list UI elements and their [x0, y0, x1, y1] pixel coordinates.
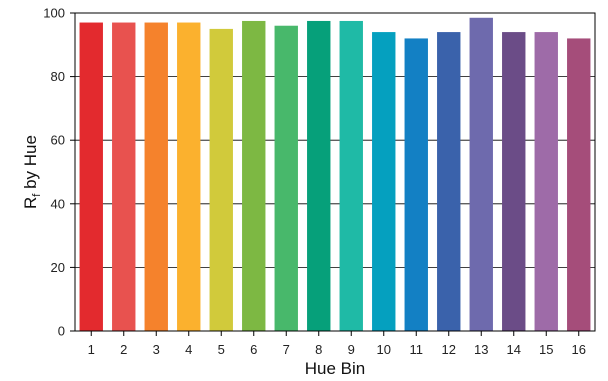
y-axis-title-main: R — [21, 197, 40, 209]
x-tick-label: 5 — [218, 342, 225, 357]
x-tick-label: 14 — [507, 342, 521, 357]
y-axis-title: Rf by Hue — [21, 135, 43, 209]
y-tick-label: 20 — [51, 260, 65, 275]
x-tick-label: 9 — [348, 342, 355, 357]
bar-hue-bin-12 — [437, 32, 461, 331]
y-axis-title-subscript: f — [31, 193, 43, 197]
bars — [79, 17, 591, 332]
bar-hue-bin-11 — [404, 38, 428, 331]
bar-hue-bin-5 — [209, 28, 233, 332]
x-tick-label: 6 — [250, 342, 257, 357]
x-tick-label: 7 — [283, 342, 290, 357]
y-tick-label: 0 — [58, 324, 65, 339]
bar-hue-bin-4 — [177, 22, 201, 331]
x-tick-label: 10 — [377, 342, 391, 357]
bar-hue-bin-1 — [79, 22, 103, 331]
x-axis-title: Hue Bin — [305, 359, 365, 378]
x-tick-label: 12 — [442, 342, 456, 357]
y-tick-label: 100 — [43, 6, 65, 21]
x-tick-label: 1 — [88, 342, 95, 357]
x-axis-ticks: 1 2 3 4 5 6 7 8 9 10 11 12 13 14 15 16 — [88, 331, 586, 357]
y-tick-label: 40 — [51, 196, 65, 211]
x-tick-label: 15 — [539, 342, 553, 357]
bar-hue-bin-16 — [567, 38, 591, 331]
bar-hue-bin-15 — [534, 32, 558, 331]
x-tick-label: 2 — [120, 342, 127, 357]
bar-hue-bin-10 — [372, 32, 396, 331]
bar-hue-bin-9 — [339, 20, 363, 331]
y-tick-label: 80 — [51, 69, 65, 84]
y-axis-title-rest: by Hue — [21, 135, 40, 194]
bar-hue-bin-3 — [144, 22, 168, 331]
bar-hue-bin-2 — [112, 22, 136, 331]
x-tick-label: 13 — [474, 342, 488, 357]
bar-hue-bin-8 — [307, 20, 331, 331]
bar-hue-bin-14 — [502, 32, 526, 331]
x-tick-label: 11 — [410, 342, 424, 357]
plot-frame — [74, 12, 596, 332]
bar-hue-bin-6 — [242, 20, 266, 331]
x-tick-label: 8 — [315, 342, 322, 357]
x-tick-label: 16 — [572, 342, 586, 357]
x-tick-label: 3 — [153, 342, 160, 357]
x-tick-label: 4 — [185, 342, 192, 357]
bar-hue-bin-13 — [469, 17, 493, 332]
y-axis-ticks: 0 20 40 60 80 100 — [43, 6, 75, 339]
y-tick-label: 60 — [51, 133, 65, 148]
bar-hue-bin-7 — [274, 25, 298, 331]
